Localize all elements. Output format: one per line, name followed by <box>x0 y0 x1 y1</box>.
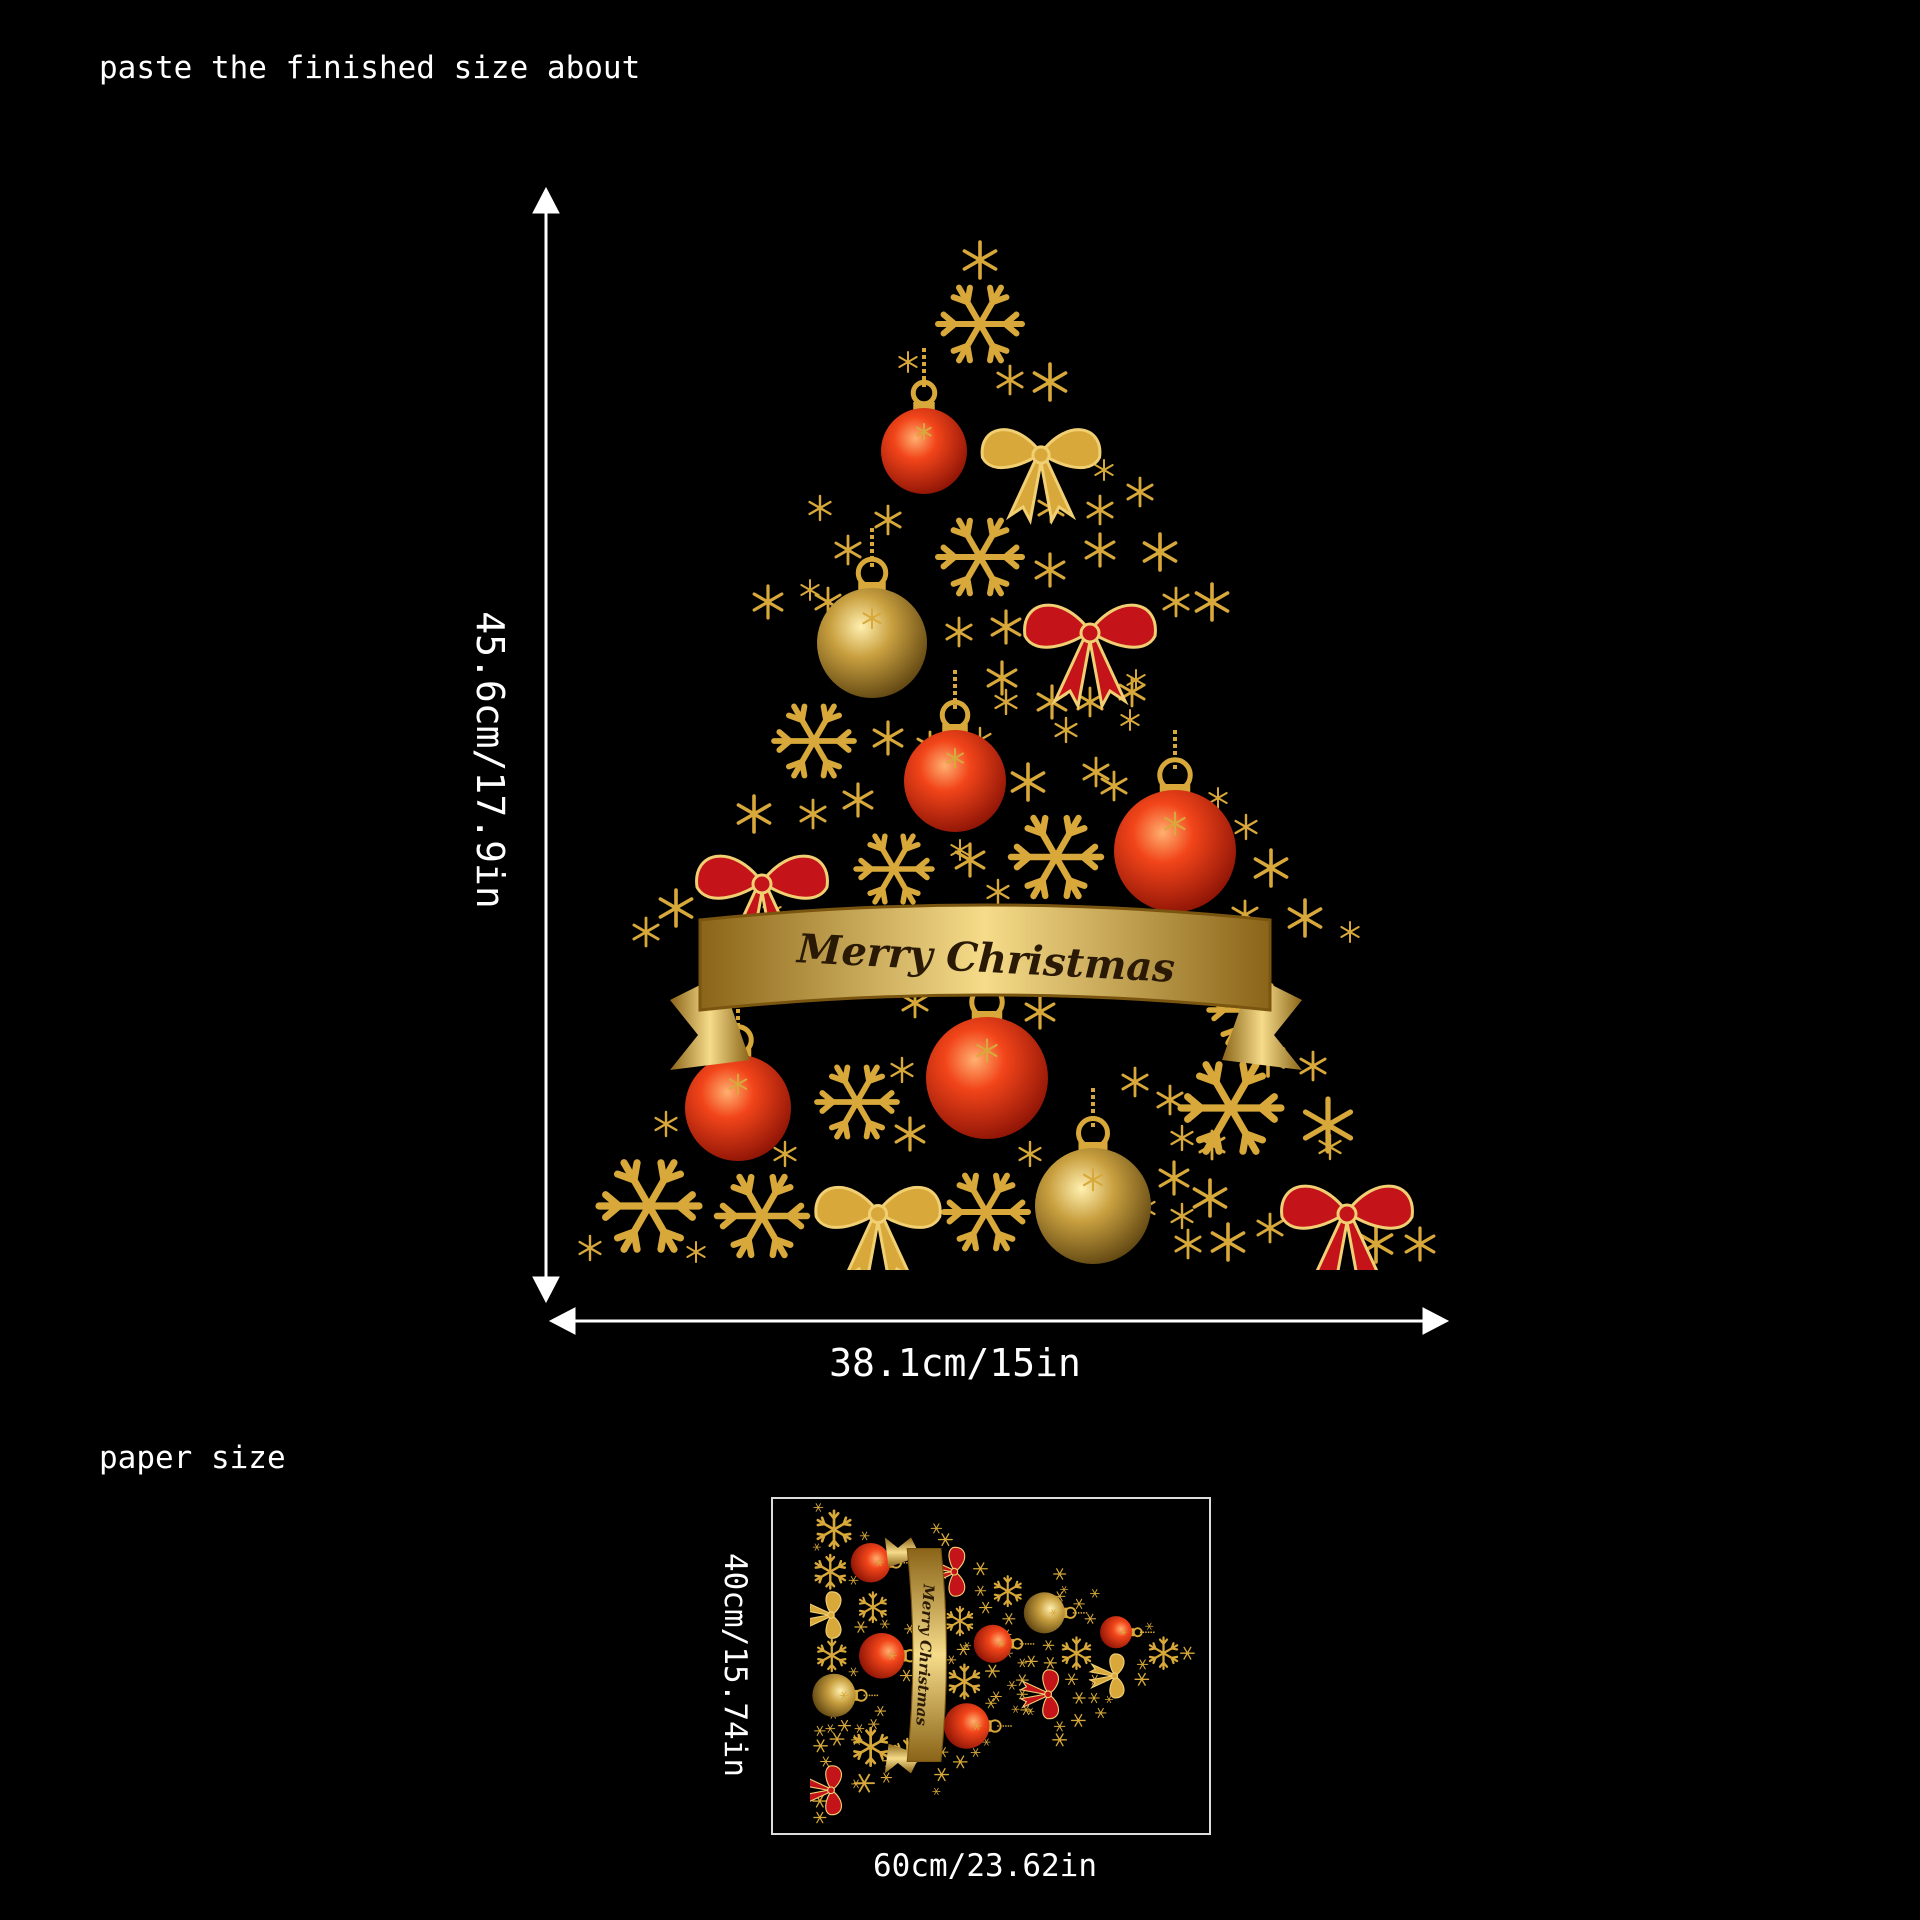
paper-width-label: 60cm/23.62in <box>873 1848 1097 1884</box>
width-dimension-arrow <box>548 1307 1450 1335</box>
finished-size-heading: paste the finished size about <box>99 50 641 86</box>
paper-size-outline <box>771 1497 1211 1835</box>
height-dimension-arrow <box>532 186 560 1304</box>
finished-height-label: 45.6cm/17.9in <box>468 611 512 909</box>
paper-height-label: 40cm/15.74in <box>717 1553 753 1777</box>
finished-width-label: 38.1cm/15in <box>829 1341 1081 1385</box>
paper-preview-artwork: Merry Christmas <box>810 1502 1195 1825</box>
paper-size-heading: paper size <box>99 1440 286 1476</box>
christmas-tree-artwork <box>580 242 1434 1287</box>
